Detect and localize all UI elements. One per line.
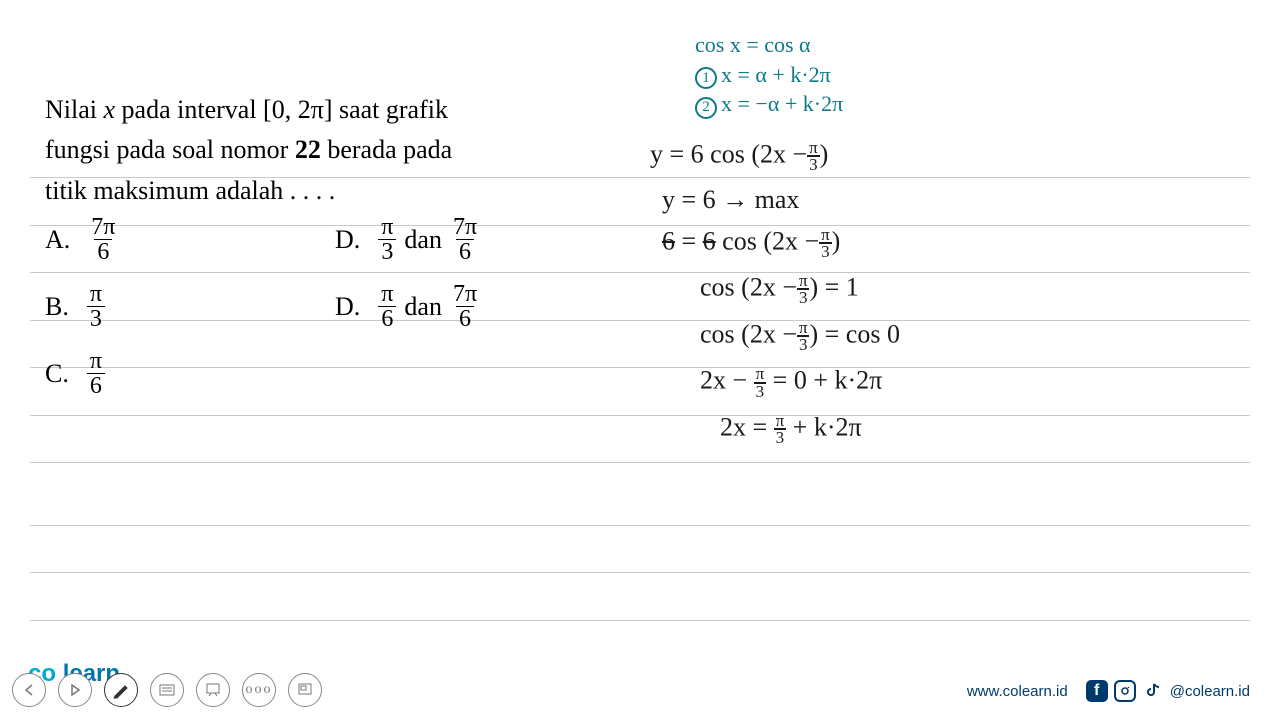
handwriting-work: y = 6 cos (2x −π3) y = 6 → max 6 = 6 cos… [650, 140, 900, 446]
hw-line: cos (2x −π3) = 1 [700, 273, 900, 306]
q-var: x [104, 95, 116, 124]
screen-button[interactable] [288, 673, 322, 707]
hw-line: 2x − π3 = 0 + k·2π [700, 366, 900, 399]
keyboard-button[interactable] [150, 673, 184, 707]
q-text: fungsi pada soal nomor [45, 135, 295, 164]
website-link[interactable]: www.colearn.id [967, 683, 1068, 700]
option-c: C. π6 [45, 349, 335, 398]
social-handle: @colearn.id [1170, 683, 1250, 700]
circled-number: 1 [695, 67, 717, 89]
handwriting-formula-teal: cos x = cos α 1x = α + k·2π 2x = −α + k·… [695, 30, 843, 119]
option-letter: D. [335, 225, 360, 255]
answer-options: A. 7π6 D. π3 dan 7π6 B. π3 D. π6 dan 7π6… [45, 215, 635, 416]
question-text: Nilai x pada interval [0, 2π] saat grafi… [45, 90, 635, 211]
hw-line: 6 = 6 cos (2x −π3) [662, 227, 900, 260]
option-letter: A. [45, 225, 70, 255]
option-b: B. π3 [45, 282, 335, 331]
hw-line: 1x = α + k·2π [695, 60, 843, 90]
hw-line: y = 6 cos (2x −π3) [650, 140, 900, 173]
option-a: A. 7π6 [45, 215, 335, 264]
facebook-icon[interactable]: f [1086, 680, 1108, 702]
option-d2: D. π6 dan 7π6 [335, 282, 480, 331]
q-text: Nilai [45, 95, 104, 124]
hw-line: 2x = π3 + k·2π [720, 413, 900, 446]
board-button[interactable] [196, 673, 230, 707]
hw-line: y = 6 → max [662, 187, 900, 213]
q-bold: 22 [295, 135, 321, 164]
hw-line: 2x = −α + k·2π [695, 89, 843, 119]
q-text: pada interval [0, 2π] saat grafik [115, 95, 448, 124]
option-letter: B. [45, 292, 69, 322]
social-icons: f @colearn.id [1086, 680, 1250, 702]
q-text: titik maksimum adalah . . . . [45, 176, 335, 205]
footer-right: www.colearn.id f @colearn.id [967, 680, 1250, 702]
play-button[interactable] [58, 673, 92, 707]
prev-button[interactable] [12, 673, 46, 707]
option-letter: C. [45, 359, 69, 389]
hw-line: cos (2x −π3) = cos 0 [700, 320, 900, 353]
circled-number: 2 [695, 97, 717, 119]
more-button[interactable]: ooo [242, 673, 276, 707]
instagram-icon[interactable] [1114, 680, 1136, 702]
option-d1: D. π3 dan 7π6 [335, 215, 480, 264]
q-text: berada pada [321, 135, 452, 164]
pen-tool-button[interactable] [104, 673, 138, 707]
tiktok-icon[interactable] [1142, 680, 1164, 702]
option-letter: D. [335, 292, 360, 322]
hw-line: cos x = cos α [695, 30, 843, 60]
